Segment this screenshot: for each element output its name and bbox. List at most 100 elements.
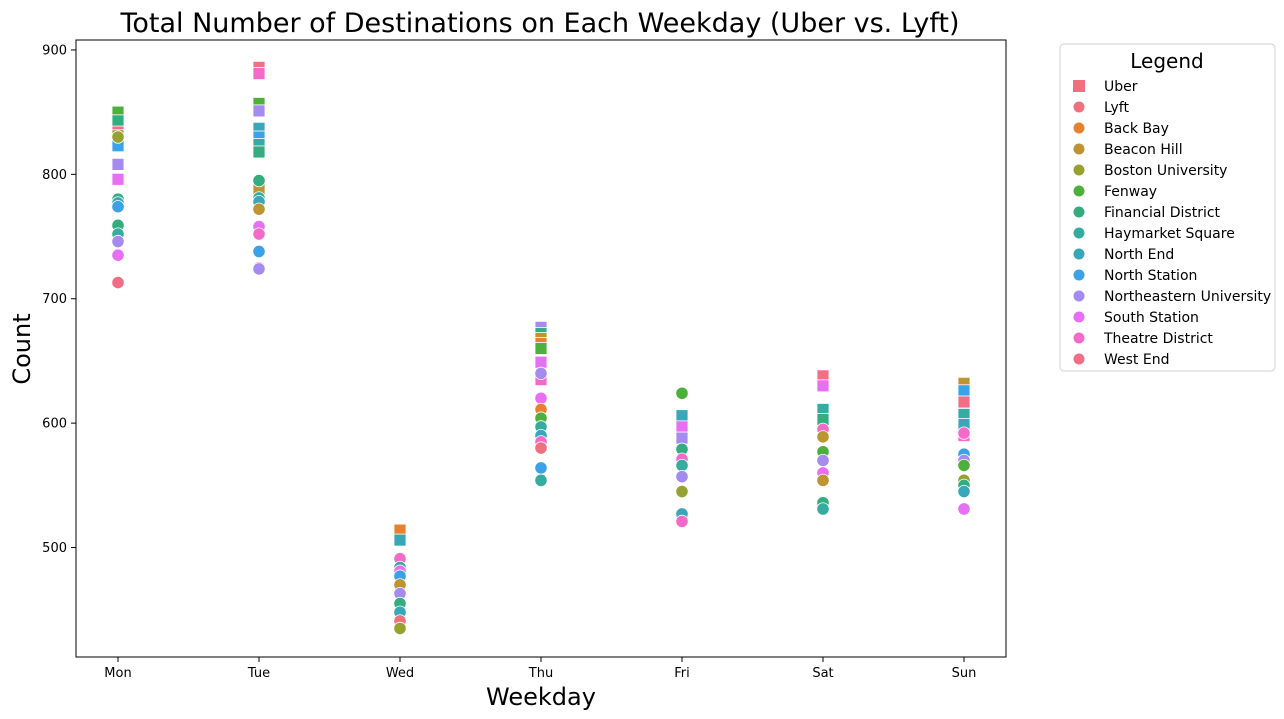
legend-circle-marker xyxy=(1073,290,1085,302)
x-tick-label: Fri xyxy=(674,666,690,681)
legend-label: Theatre District xyxy=(1103,331,1213,347)
legend-item: Back Bay xyxy=(1073,121,1169,137)
lyft-point xyxy=(252,202,266,216)
uber-point xyxy=(675,409,689,423)
legend-item: North End xyxy=(1073,247,1174,263)
legend-label: Northeastern University xyxy=(1104,289,1271,305)
legend-label: Back Bay xyxy=(1104,121,1169,137)
legend-box xyxy=(1059,43,1276,372)
data-points xyxy=(111,60,971,635)
lyft-point xyxy=(534,391,548,405)
legend-label: Uber xyxy=(1104,79,1138,95)
uber-point xyxy=(111,157,125,171)
lyft-point xyxy=(816,473,830,487)
lyft-point xyxy=(252,227,266,241)
legend-circle-marker xyxy=(1073,122,1085,134)
legend-label: Lyft xyxy=(1104,100,1129,116)
lyft-point xyxy=(816,453,830,468)
uber-point xyxy=(957,395,971,409)
chart-title: Total Number of Destinations on Each Wee… xyxy=(119,8,959,39)
uber-point xyxy=(111,172,125,186)
x-tick-label: Mon xyxy=(104,666,131,681)
legend-circle-marker xyxy=(1073,164,1085,176)
legend-item: West End xyxy=(1073,352,1169,368)
uber-point xyxy=(534,342,548,355)
x-axis-title: Weekday xyxy=(486,683,596,711)
lyft-point xyxy=(534,461,548,475)
legend-circle-marker xyxy=(1073,206,1085,218)
legend-item: Uber xyxy=(1073,79,1138,95)
y-axis: 500 600 700 800 900 xyxy=(42,43,76,556)
legend: Legend Uber Lyft Back Bay Beacon Hill Boston… xyxy=(1059,43,1276,372)
lyft-point xyxy=(534,473,548,487)
lyft-point xyxy=(675,470,689,484)
y-tick-label: 600 xyxy=(42,417,67,432)
uber-point xyxy=(252,67,266,80)
legend-item: Haymarket Square xyxy=(1073,226,1235,242)
lyft-point xyxy=(252,244,266,259)
legend-circle-marker xyxy=(1073,269,1085,281)
y-axis-title: Count xyxy=(8,313,36,384)
legend-circle-marker xyxy=(1073,143,1085,155)
legend-square-marker xyxy=(1073,80,1085,92)
lyft-point xyxy=(534,441,548,455)
legend-item: North Station xyxy=(1073,268,1197,284)
lyft-point xyxy=(111,248,125,262)
x-axis: Mon Tue Wed Thu Fri Sat Sun xyxy=(104,657,976,681)
legend-circle-marker xyxy=(1073,101,1085,113)
legend-circle-marker xyxy=(1073,248,1085,260)
uber-point xyxy=(675,431,689,445)
uber-point xyxy=(816,379,830,393)
legend-item: Boston University xyxy=(1073,163,1227,179)
legend-label: North End xyxy=(1104,247,1174,263)
lyft-point xyxy=(957,484,971,499)
uber-point xyxy=(252,104,266,118)
uber-point xyxy=(675,420,689,434)
legend-item: Fenway xyxy=(1073,184,1157,200)
uber-point xyxy=(252,145,266,159)
x-tick-label: Sat xyxy=(812,666,833,681)
x-tick-label: Thu xyxy=(528,666,553,681)
uber-point xyxy=(393,533,407,547)
legend-title: Legend xyxy=(1130,49,1203,73)
legend-label: North Station xyxy=(1104,268,1197,284)
legend-item: Beacon Hill xyxy=(1073,142,1183,158)
uber-point xyxy=(111,114,125,128)
x-tick-label: Sun xyxy=(952,666,977,681)
lyft-point xyxy=(534,366,548,380)
legend-circle-marker xyxy=(1073,332,1085,344)
lyft-point xyxy=(111,200,125,214)
legend-circle-marker xyxy=(1073,311,1085,323)
x-tick-label: Tue xyxy=(247,666,270,681)
lyft-point xyxy=(252,173,266,188)
lyft-point xyxy=(675,514,689,529)
legend-label: West End xyxy=(1104,352,1169,368)
legend-item: Financial District xyxy=(1073,205,1221,221)
lyft-point xyxy=(957,426,971,440)
legend-circle-marker xyxy=(1073,353,1085,365)
legend-item: Lyft xyxy=(1073,100,1129,116)
legend-label: Financial District xyxy=(1104,205,1221,221)
y-tick-label: 800 xyxy=(42,168,67,183)
lyft-point xyxy=(675,484,689,499)
legend-label: Fenway xyxy=(1104,184,1157,200)
lyft-point xyxy=(111,275,125,290)
lyft-point xyxy=(111,130,125,144)
legend-item: Theatre District xyxy=(1073,331,1213,347)
legend-label: South Station xyxy=(1104,310,1199,326)
legend-item: Northeastern University xyxy=(1073,289,1271,305)
legend-item: South Station xyxy=(1073,310,1199,326)
lyft-point xyxy=(252,262,266,276)
lyft-point xyxy=(675,458,689,473)
uber-point xyxy=(957,384,971,398)
uber-point xyxy=(534,355,548,369)
legend-label: Beacon Hill xyxy=(1104,142,1183,158)
legend-circle-marker xyxy=(1073,185,1085,197)
lyft-point xyxy=(957,502,971,516)
legend-label: Boston University xyxy=(1104,163,1227,179)
lyft-point xyxy=(111,234,125,249)
lyft-point xyxy=(393,621,407,635)
lyft-point xyxy=(675,386,689,400)
legend-label: Haymarket Square xyxy=(1104,226,1235,242)
